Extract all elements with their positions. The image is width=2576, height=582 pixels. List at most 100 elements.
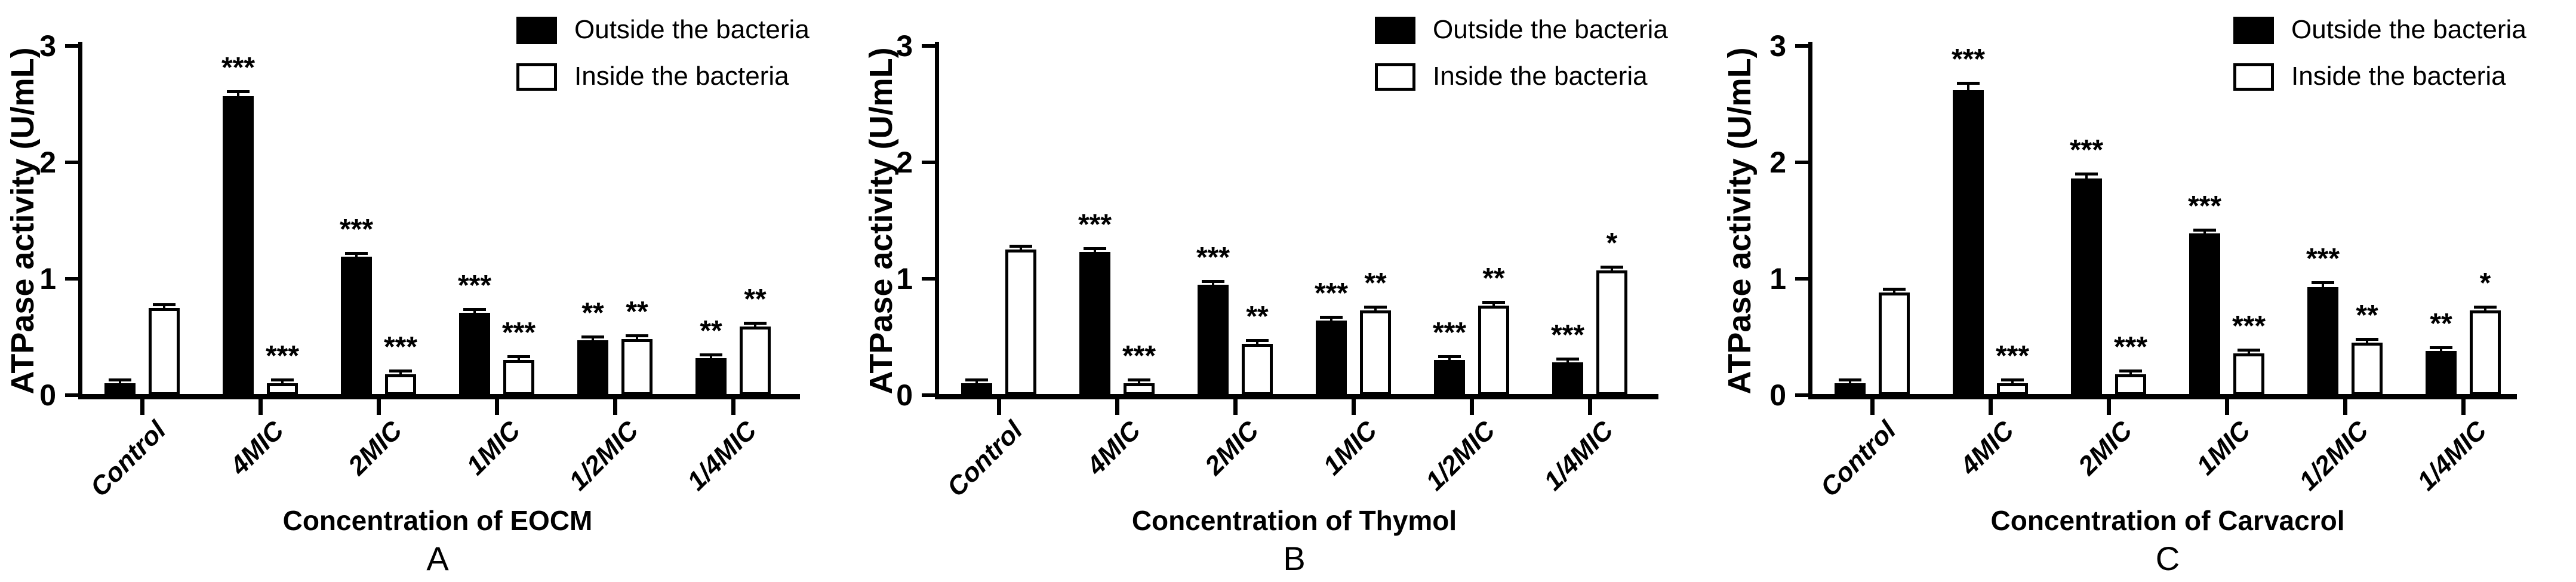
significance-label: *** [2069, 134, 2104, 166]
error-bar [2085, 175, 2088, 181]
bar-outside [341, 257, 372, 395]
x-tick [2107, 399, 2111, 415]
legend-swatch-outside [1375, 17, 1415, 44]
bar-outside [104, 383, 136, 395]
y-tick [922, 277, 935, 281]
significance-label: * [2479, 267, 2491, 299]
y-tick-label: 0 [39, 378, 56, 412]
x-tick [613, 399, 617, 415]
x-tick [2343, 399, 2347, 415]
significance-label: ** [1482, 263, 1505, 294]
error-bar-cap [2238, 349, 2260, 352]
significance-label: *** [339, 214, 374, 245]
error-bar-cap [389, 369, 412, 372]
bar-inside [2233, 353, 2264, 395]
significance-label: *** [2113, 331, 2148, 363]
y-tick-label: 0 [1769, 378, 1786, 412]
y-axis-line [78, 42, 82, 399]
x-axis-title: Concentration of Thymol [1131, 505, 1457, 536]
error-bar-cap [345, 252, 368, 255]
bar-inside [1997, 383, 2028, 395]
y-tick [1795, 277, 1808, 281]
bar-inside [1005, 250, 1036, 395]
error-bar-cap [1482, 301, 1505, 304]
x-category-label: 1/2MIC [2294, 415, 2374, 497]
x-tick [140, 399, 144, 415]
x-axis-line [78, 394, 800, 399]
x-category-label: 2MIC [2072, 415, 2138, 481]
y-tick-label: 2 [1769, 146, 1786, 179]
significance-label: *** [221, 52, 256, 84]
bar-inside [1124, 383, 1155, 395]
x-tick [1233, 399, 1238, 415]
bar-outside [961, 383, 992, 395]
x-category-label: 4MIC [1954, 415, 2020, 481]
x-axis-title: Concentration of Carvacrol [1990, 505, 2345, 536]
bar-outside [1953, 90, 1984, 395]
y-tick [65, 277, 78, 281]
bar-inside [267, 383, 298, 395]
bar-inside [2352, 343, 2383, 395]
y-axis-title: ATPase activity (U/mL) [5, 47, 41, 395]
error-bar-cap [1364, 306, 1387, 309]
significance-label: *** [1122, 340, 1156, 372]
significance-label: *** [1314, 278, 1349, 309]
x-tick [1115, 399, 1119, 415]
x-category-label: 4MIC [224, 415, 290, 481]
error-bar-cap [1246, 339, 1269, 342]
x-category-label: Control [1814, 415, 1901, 503]
bar-inside [621, 339, 653, 395]
x-tick [495, 399, 499, 415]
bar-outside [223, 96, 254, 395]
panel-letter: B [1283, 540, 1306, 577]
panel-A: 0 1 2 3 ATPase activity (U/mL) Outside the ba… [0, 0, 858, 582]
x-category-label: 1/4MIC [682, 415, 762, 497]
y-tick [1795, 44, 1808, 48]
error-bar [237, 93, 239, 98]
x-category-label: 1/2MIC [1420, 415, 1501, 497]
y-tick-label: 1 [1769, 262, 1786, 295]
significance-label: ** [700, 315, 722, 347]
bar-outside [2189, 233, 2220, 395]
error-bar-cap [2356, 338, 2378, 341]
bar-outside [2307, 287, 2338, 395]
bar-outside [1079, 252, 1110, 395]
significance-label: *** [2232, 310, 2266, 342]
legend-swatch-inside [1375, 63, 1415, 91]
significance-label: ** [626, 296, 648, 328]
error-bar-cap [507, 355, 530, 358]
error-bar-cap [2075, 173, 2098, 175]
x-tick [1870, 399, 1875, 415]
y-tick-label: 0 [896, 378, 913, 412]
x-tick [1352, 399, 1356, 415]
error-bar-cap [271, 378, 294, 381]
bar-inside [503, 360, 534, 395]
y-tick [922, 161, 935, 164]
error-bar-cap [626, 334, 648, 337]
y-tick-label: 3 [896, 29, 913, 63]
error-bar-cap [2430, 346, 2452, 349]
x-axis-line [1808, 394, 2517, 399]
error-bar-cap [153, 303, 176, 306]
significance-label: * [1606, 227, 1618, 259]
significance-label: ** [744, 284, 767, 315]
x-category-label: 1MIC [460, 415, 526, 481]
error-bar-cap [1839, 378, 1861, 381]
error-bar-cap [2001, 378, 2024, 381]
significance-label: *** [1078, 209, 1112, 241]
bar-inside [1360, 310, 1391, 395]
error-bar-cap [1883, 288, 1906, 291]
error-bar-cap [1320, 316, 1343, 319]
x-tick [1470, 399, 1474, 415]
error-bar-cap [2119, 369, 2142, 372]
bar-inside [1478, 306, 1509, 395]
panel-letter: A [426, 540, 449, 577]
significance-label: *** [265, 340, 300, 372]
error-bar-cap [109, 378, 131, 381]
panel-letter: C [2155, 540, 2180, 577]
bar-inside [1242, 344, 1273, 395]
x-category-label: 1/4MIC [1538, 415, 1619, 497]
y-axis-line [1808, 42, 1812, 399]
y-tick-label: 1 [39, 262, 56, 295]
